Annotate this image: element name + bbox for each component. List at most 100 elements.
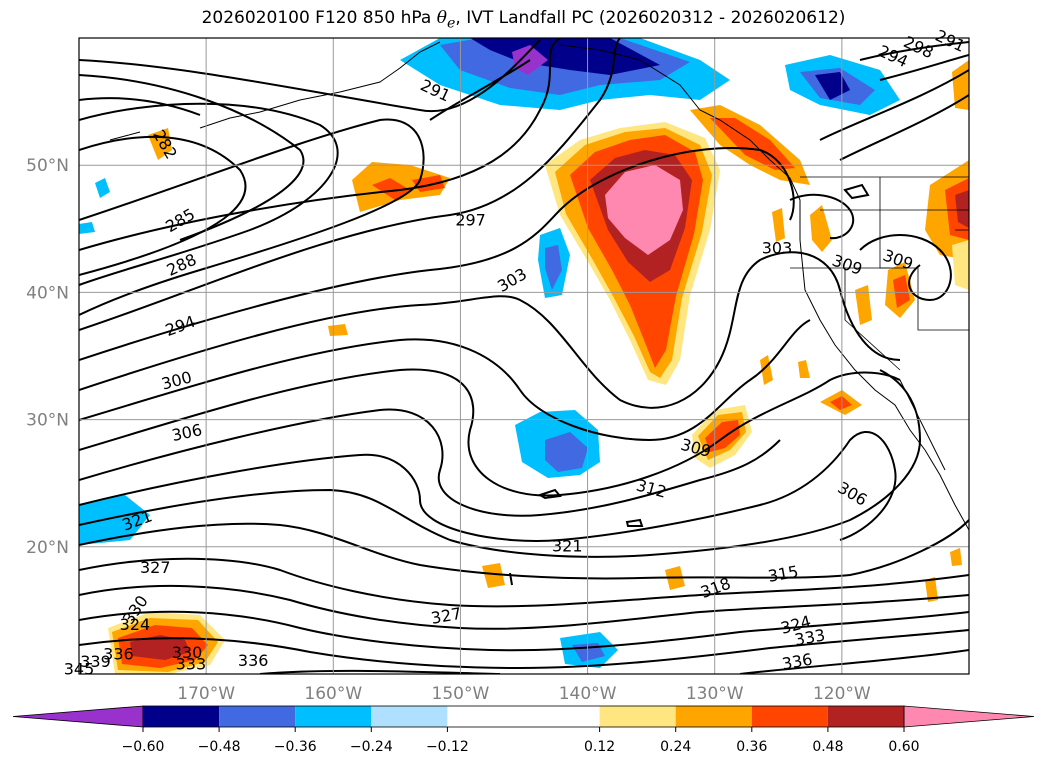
filled-anomaly-layer [79, 38, 969, 674]
contour-line [79, 408, 781, 517]
lon-tick-label: 150°W [432, 684, 490, 704]
colorbar-segment [447, 706, 600, 727]
negative-anomaly-region [545, 432, 588, 472]
lon-tick-label: 160°W [304, 684, 362, 704]
colorbar-tick-label: −0.48 [198, 739, 241, 755]
chart-title: 2026020100 F120 850 hPa θe, IVT Landfall… [201, 8, 846, 32]
positive-anomaly-region [950, 548, 962, 566]
contour-line [79, 135, 247, 276]
colorbar-tick-label: −0.24 [350, 739, 393, 755]
contour-line [79, 557, 969, 608]
contour-line [259, 669, 501, 674]
lon-tick-label: 170°W [177, 684, 235, 704]
contour-label: 321 [552, 536, 583, 555]
positive-anomaly-region [605, 165, 683, 255]
contour-line [537, 488, 562, 500]
colorbar-extend-high [903, 705, 1035, 728]
negative-anomaly-region [815, 72, 850, 100]
lon-tick-label: 140°W [559, 684, 617, 704]
contour-line [79, 319, 811, 442]
negative-anomaly-region [79, 495, 150, 545]
positive-anomaly-region [810, 205, 832, 252]
contour-line [79, 147, 795, 361]
contour-line [843, 183, 870, 200]
positive-anomaly-region [830, 396, 852, 410]
contour-line [429, 59, 531, 121]
coastline-layer [109, 41, 969, 531]
colorbar-tick-label: −0.60 [122, 739, 165, 755]
contour-line [79, 584, 969, 630]
contour-label: 339 [80, 652, 111, 671]
contour-line [789, 193, 855, 240]
positive-anomaly-region [772, 208, 785, 242]
negative-anomaly-region [79, 222, 95, 234]
positive-anomaly-region [372, 178, 410, 200]
contour-line [879, 54, 969, 81]
coastline [199, 41, 441, 129]
contour-line [79, 251, 901, 409]
contour-label: 303 [762, 239, 793, 258]
positive-anomaly-region [798, 360, 810, 378]
colorbar-tick-label: 0.60 [888, 739, 919, 755]
colorbar-frame [142, 705, 905, 728]
lon-tick-label: 120°W [813, 684, 871, 704]
contour-line [79, 610, 969, 652]
contour-layer [79, 38, 969, 674]
contour-label: 333 [176, 655, 207, 674]
plot-frame [78, 37, 970, 675]
lat-tick-label: 30°N [26, 411, 69, 431]
latitude-axis: 20°N 30°N 40°N 50°N [26, 156, 69, 558]
contour-line [79, 102, 339, 286]
contour-line [859, 41, 969, 61]
contour-line [79, 430, 897, 542]
coastline [559, 44, 969, 531]
negative-anomaly-region [545, 245, 562, 290]
colorbar-tick-label: 0.36 [736, 739, 767, 755]
contour-label: 336 [103, 644, 134, 663]
colorbar: −0.60 −0.48 −0.36 −0.24 −0.12 0.12 0.24 0.36 0.4… [12, 705, 1035, 755]
positive-anomaly-region [855, 285, 872, 325]
colorbar-tick-label: −0.36 [274, 739, 317, 755]
positive-anomaly-region [760, 355, 773, 385]
contour-line [79, 38, 621, 331]
border-line [844, 268, 901, 371]
plot-area: 2912822852882942973033003063213273303243… [64, 26, 970, 679]
contour-line [79, 629, 969, 670]
contour-line [819, 69, 969, 141]
contour-line [509, 572, 513, 586]
gridlines [79, 38, 969, 674]
positive-anomaly-region [482, 563, 505, 588]
contour-line [859, 234, 952, 302]
colorbar-tick-label: 0.48 [812, 739, 843, 755]
colorbar-segment [143, 706, 220, 727]
colorbar-segment [295, 706, 372, 727]
positive-anomaly-region [130, 635, 190, 660]
colorbar-tick-label: 0.12 [584, 739, 615, 755]
colorbar-tick-label: 0.24 [660, 739, 691, 755]
colorbar-tick-label: −0.12 [426, 739, 469, 755]
contour-line [739, 649, 969, 674]
colorbar-segment [751, 706, 828, 727]
contour-label: 336 [238, 651, 269, 670]
contour-line [79, 368, 901, 497]
lon-tick-label: 130°W [686, 684, 744, 704]
contour-line [79, 97, 201, 116]
colorbar-segment [827, 706, 904, 727]
lat-tick-label: 50°N [26, 156, 69, 176]
colorbar-segment [371, 706, 448, 727]
contour-line [625, 518, 644, 527]
contour-line [79, 519, 969, 580]
contour-line [839, 94, 969, 161]
negative-anomaly-region [95, 178, 110, 198]
contour-line [79, 369, 922, 558]
coastline [109, 131, 141, 141]
positive-anomaly-region [955, 190, 969, 228]
contour-label: 330 [172, 643, 203, 662]
colorbar-segment [599, 706, 676, 727]
positive-anomaly-region [925, 577, 938, 602]
positive-anomaly-region [893, 275, 910, 308]
positive-anomaly-region [952, 240, 969, 290]
plot-background [79, 38, 969, 674]
contour-label: 324 [120, 615, 151, 634]
